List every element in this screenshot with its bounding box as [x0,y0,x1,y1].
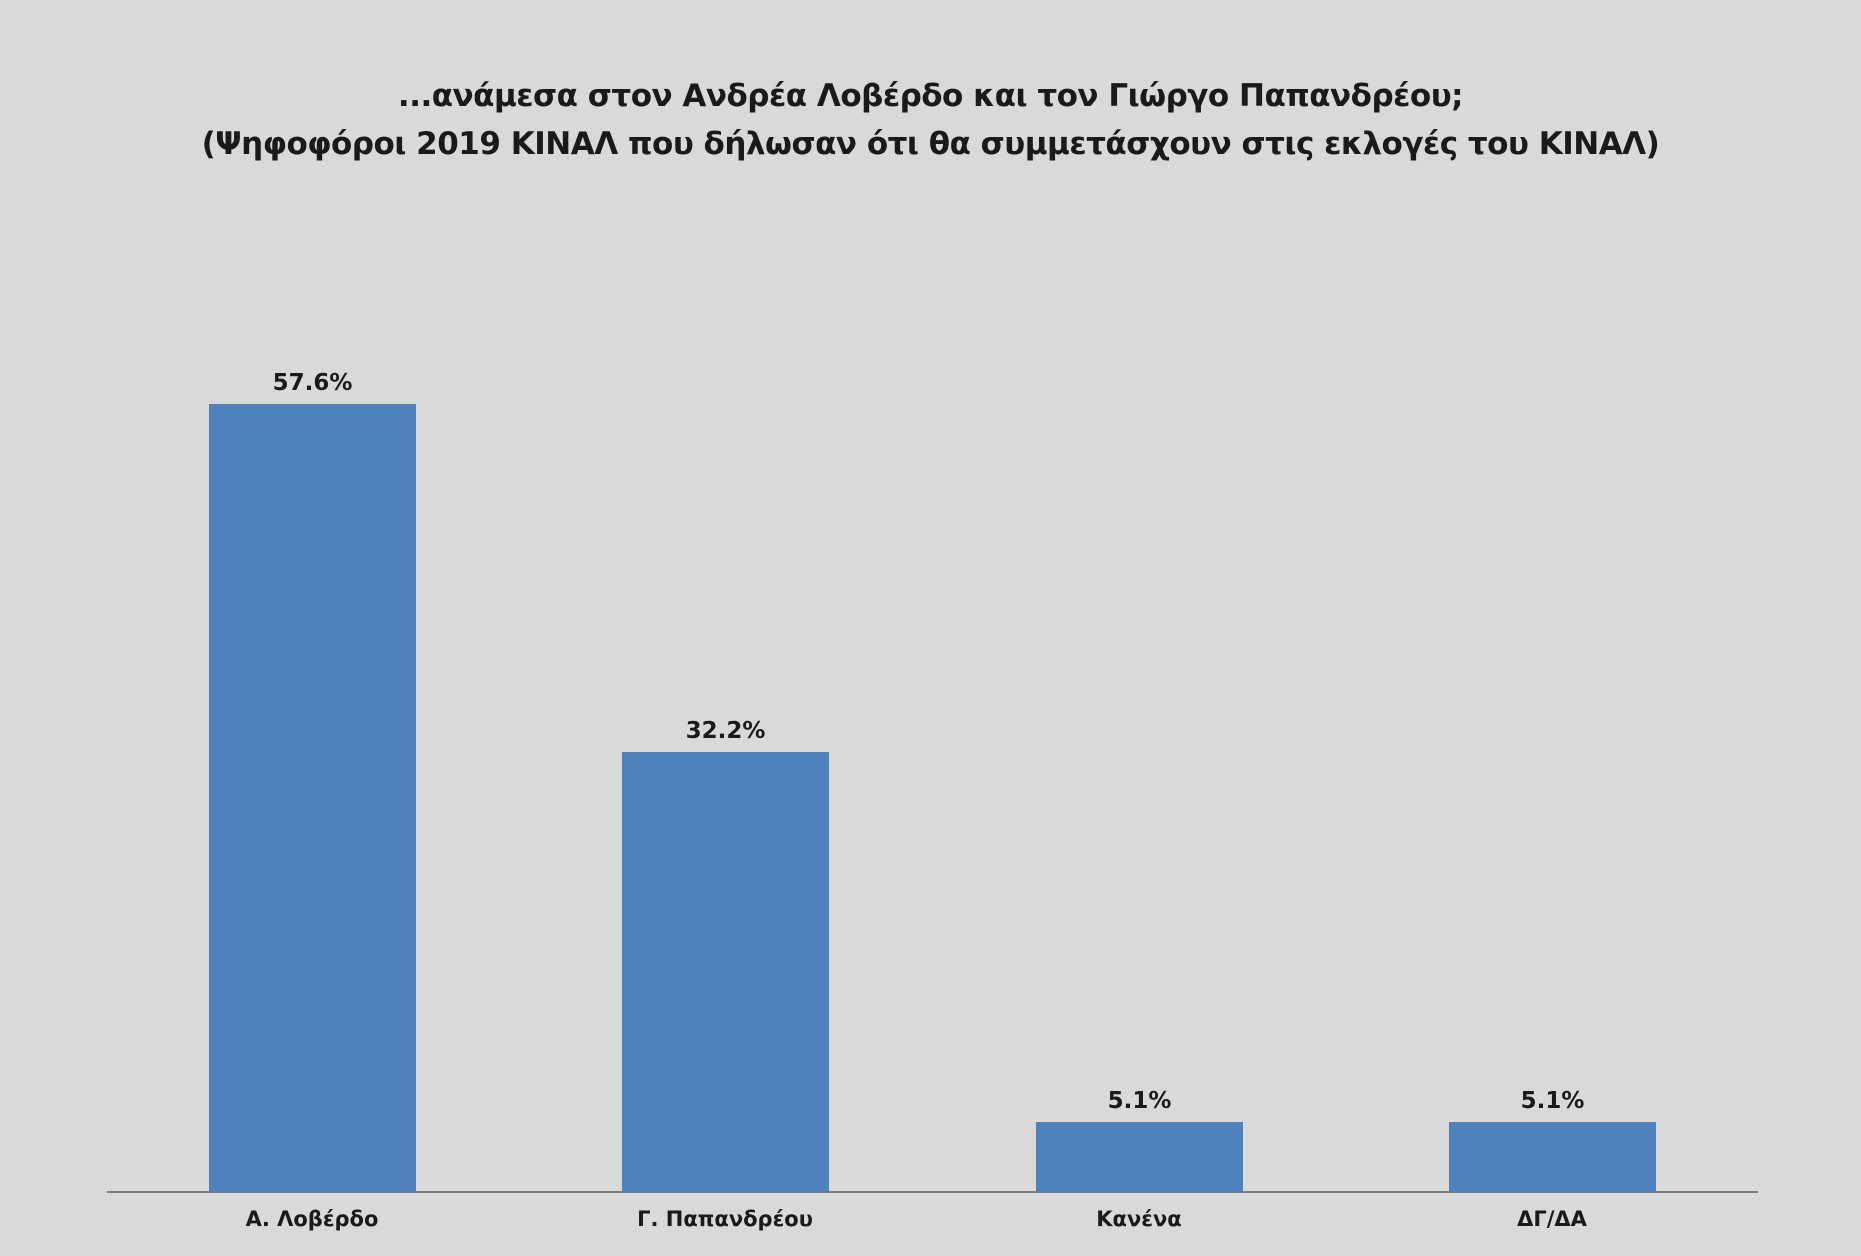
data-label: 32.2% [685,717,766,744]
bar [1036,1122,1243,1192]
bar [209,404,416,1192]
chart-title-line1: ...ανάμεσα στον Ανδρέα Λοβέρδο και τον Γ… [397,78,1464,114]
bar [1449,1122,1656,1192]
category-label: Α. Λοβέρδο [245,1207,379,1231]
category-label: Κανένα [1096,1207,1182,1231]
chart-title-line2: (Ψηφοφόροι 2019 ΚΙΝΑΛ που δήλωσαν ότι θα… [201,126,1660,162]
data-label: 5.1% [1520,1088,1585,1115]
bar [622,751,829,1192]
category-label: ΔΓ/ΔΑ [1517,1207,1587,1231]
data-label: 5.1% [1107,1088,1172,1115]
x-axis-line [107,1191,1758,1193]
category-label: Γ. Παπανδρέου [637,1207,813,1231]
data-label: 57.6% [272,370,353,397]
